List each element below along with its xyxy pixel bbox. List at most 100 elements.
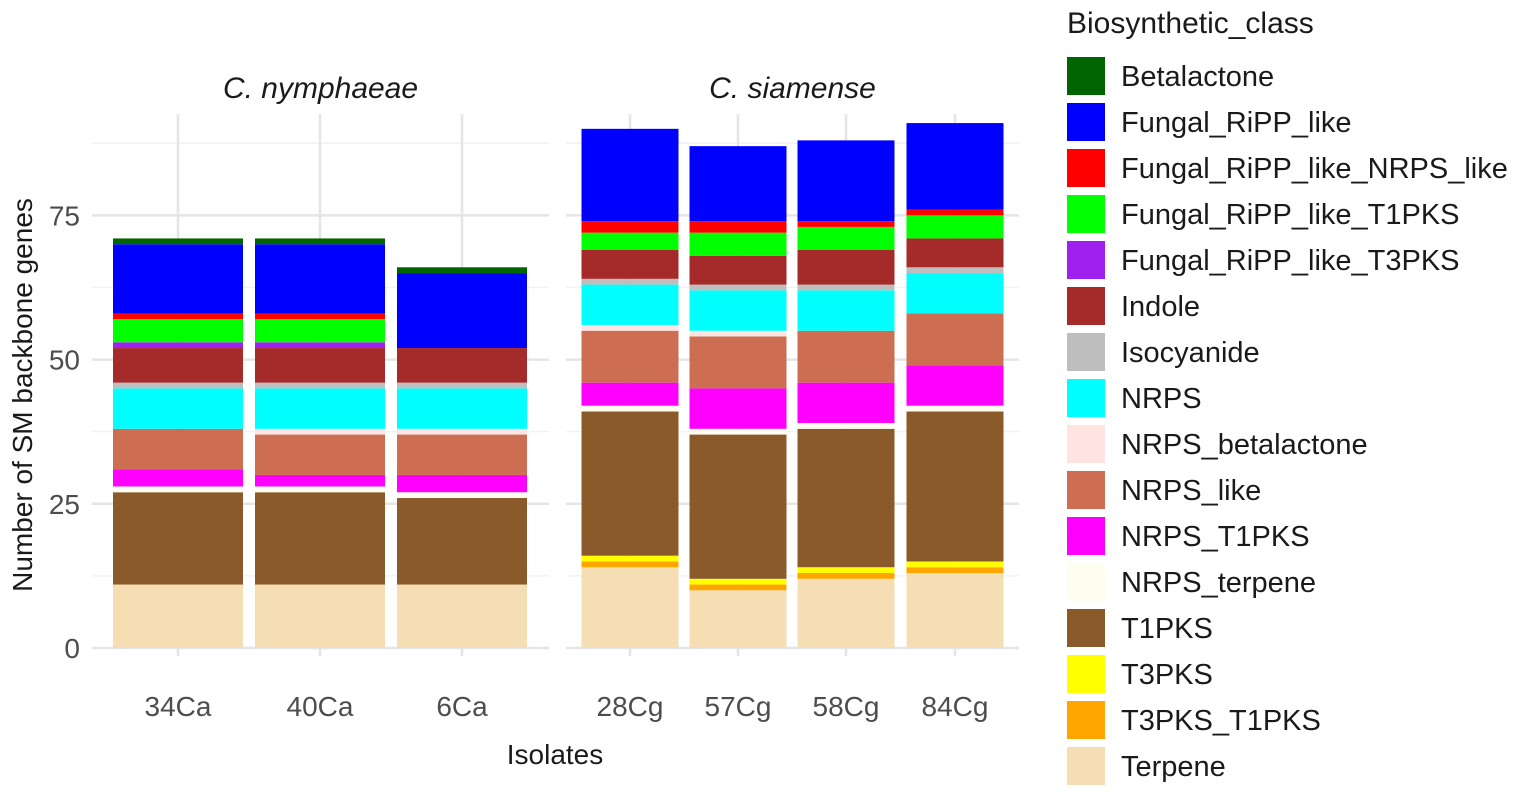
legend-swatch: [1067, 655, 1105, 693]
bar-segment: [906, 209, 1004, 216]
bar-segment: [255, 382, 385, 389]
bar-segment: [689, 578, 787, 585]
legend-swatch: [1067, 609, 1105, 647]
facet-title: C. nymphaeae: [223, 72, 418, 105]
bar-segment: [797, 567, 895, 574]
legend-item: NRPS_like: [1067, 471, 1261, 509]
bar-segment: [113, 342, 243, 349]
legend-swatch: [1067, 287, 1105, 325]
y-tick-label: 50: [49, 345, 80, 376]
legend-item: Fungal_RiPP_like_T1PKS: [1067, 195, 1460, 233]
bar-segment: [689, 221, 787, 233]
legend-item: Betalactone: [1067, 57, 1274, 95]
bar-segment: [906, 267, 1004, 274]
bar-segment: [906, 411, 1004, 562]
bar-segment: [797, 428, 895, 568]
bar-segment: [113, 382, 243, 389]
legend-item: Fungal_RiPP_like_T3PKS: [1067, 241, 1460, 279]
bar-segment: [255, 244, 385, 314]
legend-item: NRPS_betalactone: [1067, 425, 1368, 463]
bar-segment: [797, 382, 895, 424]
bar-segment: [397, 388, 527, 429]
bar-segment: [397, 434, 527, 475]
bar-segment: [797, 249, 895, 285]
bar-segment: [255, 388, 385, 429]
chart-bars: [113, 123, 1004, 648]
bar-segment: [797, 578, 895, 648]
bar-segment: [397, 348, 527, 383]
legend-swatch: [1067, 747, 1105, 785]
bar-segment: [797, 423, 895, 429]
facet-title: C. siamense: [709, 72, 876, 105]
legend-label: Fungal_RiPP_like: [1121, 107, 1352, 139]
legend-item: T1PKS: [1067, 609, 1213, 647]
y-tick-label: 75: [49, 200, 80, 231]
bar-segment: [397, 382, 527, 389]
bar-segment: [581, 561, 679, 568]
bar-segment: [689, 428, 787, 435]
legend-label: Isocyanide: [1121, 337, 1260, 369]
bar-segment: [581, 382, 679, 406]
legend-label: NRPS_terpene: [1121, 567, 1316, 599]
bar-segment: [255, 434, 385, 475]
bar-segment: [255, 492, 385, 585]
bar-segment: [797, 330, 895, 383]
legend-item: T3PKS_T1PKS: [1067, 701, 1321, 739]
bar-segment: [581, 232, 679, 250]
legend-label: NRPS_T1PKS: [1121, 521, 1310, 553]
bar-segment: [255, 342, 385, 349]
bar-segment: [255, 238, 385, 245]
y-axis-title: Number of SM backbone genes: [7, 198, 38, 592]
chart-axes: 34Ca 40Ca 6Ca 28Cg 57Cg 58Cg 84Cg 0 25 50 75: [49, 200, 989, 722]
bar-segment: [581, 128, 679, 222]
bar-segment: [255, 313, 385, 320]
bar-segment: [797, 290, 895, 331]
bar-segment: [581, 284, 679, 325]
bar-segment: [581, 567, 679, 648]
legend-item: T3PKS: [1067, 655, 1213, 693]
legend-label: T3PKS: [1121, 659, 1213, 691]
x-axis-title: Isolates: [507, 739, 604, 770]
bar-segment: [581, 330, 679, 383]
x-tick-label: 84Cg: [922, 691, 989, 722]
legend-label: T3PKS_T1PKS: [1121, 705, 1321, 737]
bar-segment: [397, 273, 527, 349]
bar-segment: [397, 428, 527, 435]
y-tick-label: 0: [64, 633, 80, 664]
x-tick-label: 40Ca: [287, 691, 354, 722]
legend-item: Isocyanide: [1067, 333, 1260, 371]
x-tick-label: 58Cg: [813, 691, 880, 722]
bar-segment: [906, 573, 1004, 648]
legend-item: Terpene: [1067, 747, 1226, 785]
bar-segment: [581, 555, 679, 562]
legend-title: Biosynthetic_class: [1067, 7, 1314, 40]
bar-stack-84Cg: [906, 123, 1004, 648]
bar-segment: [581, 249, 679, 279]
bar-segment: [113, 244, 243, 314]
legend-label: NRPS_betalactone: [1121, 429, 1368, 461]
bar-segment: [113, 388, 243, 429]
x-tick-label: 6Ca: [436, 691, 488, 722]
bar-segment: [113, 584, 243, 648]
bar-segment: [797, 140, 895, 222]
bar-stack-57Cg: [689, 146, 787, 648]
x-tick-label: 28Cg: [597, 691, 664, 722]
bar-segment: [689, 330, 787, 337]
legend-label: Fungal_RiPP_like_NRPS_like: [1121, 153, 1508, 185]
legend-label: T1PKS: [1121, 613, 1213, 645]
bar-stack-40Ca: [255, 238, 385, 648]
legend-label: Fungal_RiPP_like_T1PKS: [1121, 199, 1460, 231]
legend-item: NRPS_terpene: [1067, 563, 1316, 601]
bar-segment: [797, 284, 895, 291]
bar-segment: [113, 238, 243, 245]
bar-segment: [906, 215, 1004, 239]
legend-swatch: [1067, 471, 1105, 509]
y-tick-label: 25: [49, 489, 80, 520]
bar-segment: [689, 434, 787, 579]
bar-segment: [689, 146, 787, 222]
bar-segment: [689, 284, 787, 291]
bar-segment: [689, 584, 787, 591]
legend-item: NRPS_T1PKS: [1067, 517, 1310, 555]
bar-segment: [113, 486, 243, 493]
